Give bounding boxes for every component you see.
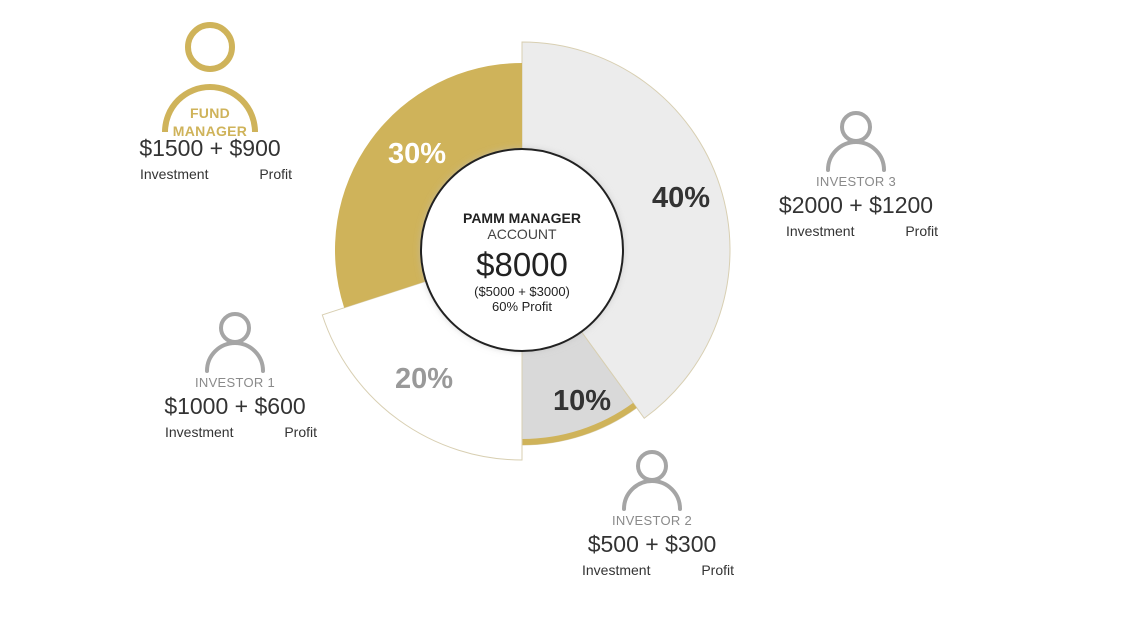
party-amounts: $1000 + $600	[164, 393, 306, 419]
segment-fund-manager	[335, 63, 522, 308]
profit-label: Profit	[284, 424, 317, 440]
person-icon	[622, 450, 682, 511]
party-role: INVESTOR 2	[611, 513, 693, 528]
person-icon	[162, 22, 258, 132]
person-icon	[826, 111, 886, 172]
profit-label: Profit	[259, 166, 292, 182]
pamm-account-summary: PAMM MANAGER ACCOUNT $8000 ($5000 + $300…	[420, 148, 624, 352]
party-investor-2: INVESTOR 2 $500 + $300 Investment Profit	[552, 449, 752, 578]
center-breakdown: ($5000 + $3000)	[474, 284, 570, 299]
segment-label-40: 40%	[652, 182, 711, 214]
center-subtitle: ACCOUNT	[487, 226, 557, 242]
center-title: PAMM MANAGER	[463, 210, 581, 226]
center-circle	[420, 148, 624, 352]
segment-investor-2-gold-band	[522, 402, 637, 445]
party-role: FUND MANAGER	[172, 105, 248, 139]
segment-label-10: 10%	[553, 385, 612, 417]
party-investor-1: INVESTOR 1 $1000 + $600 Investment Profit	[135, 311, 335, 440]
party-amounts: $2000 + $1200	[778, 192, 934, 218]
party-amounts: $500 + $300	[587, 531, 717, 557]
profit-label: Profit	[701, 562, 734, 578]
party-amounts: $1500 + $900	[139, 135, 281, 161]
party-fund-manager: FUND MANAGER $1500 + $900 Investment Profi…	[110, 20, 310, 182]
party-role: INVESTOR 3	[815, 174, 897, 189]
segment-label-30: 30%	[388, 138, 447, 170]
segment-label-20: 20%	[395, 363, 454, 395]
center-profit-note: 60% Profit	[492, 299, 552, 314]
person-icon	[205, 312, 265, 373]
investment-label: Investment	[140, 166, 209, 182]
center-total: $8000	[476, 246, 568, 283]
investment-label: Investment	[165, 424, 234, 440]
investment-label: Investment	[582, 562, 651, 578]
party-role: INVESTOR 1	[194, 375, 276, 390]
investment-label: Investment	[786, 223, 855, 239]
profit-label: Profit	[905, 223, 938, 239]
party-investor-3: INVESTOR 3 $2000 + $1200 Investment Profi…	[756, 110, 956, 239]
